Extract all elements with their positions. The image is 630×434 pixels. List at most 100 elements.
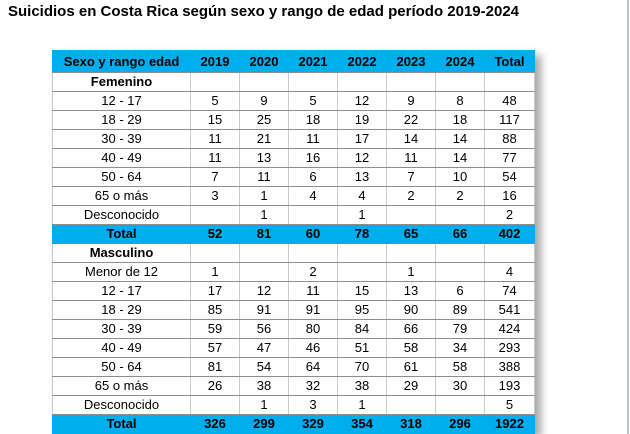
- data-row: 12 - 17 5 9 5 12 9 8 48: [52, 91, 535, 111]
- value-cell: 2: [484, 205, 535, 225]
- value-cell: 329: [288, 414, 338, 434]
- column-header-total: Total: [484, 50, 535, 73]
- value-cell: 13: [337, 167, 387, 187]
- data-row: 12 - 17 17 12 11 15 13 6 74: [52, 281, 535, 301]
- value-cell: 296: [435, 414, 485, 434]
- value-cell: [190, 72, 240, 92]
- value-cell: 12: [337, 148, 387, 168]
- value-cell: [435, 205, 485, 225]
- value-cell: 59: [190, 319, 240, 339]
- group-row: Masculino: [52, 243, 535, 263]
- value-cell: 2: [435, 186, 485, 206]
- value-cell: 91: [239, 300, 289, 320]
- value-cell: 14: [386, 129, 436, 149]
- value-cell: 1: [386, 262, 436, 282]
- data-row: 50 - 64 7 11 6 13 7 10 54: [52, 167, 535, 187]
- value-cell: 38: [239, 376, 289, 396]
- value-cell: [337, 243, 387, 263]
- total-row: Total 326 299 329 354 318 296 1922: [52, 414, 535, 434]
- value-cell: [484, 72, 535, 92]
- row-label: 30 - 39: [52, 319, 191, 339]
- value-cell: 81: [239, 224, 289, 244]
- row-label: Desconocido: [52, 395, 191, 415]
- value-cell: 58: [386, 338, 436, 358]
- row-label: Total: [52, 224, 191, 244]
- value-cell: 61: [386, 357, 436, 377]
- value-cell: 402: [484, 224, 535, 244]
- data-row: Desconocido 1 3 1 5: [52, 395, 535, 415]
- data-row: 18 - 29 15 25 18 19 22 18 117: [52, 110, 535, 130]
- row-label: 40 - 49: [52, 148, 191, 168]
- value-cell: [288, 205, 338, 225]
- value-cell: 79: [435, 319, 485, 339]
- value-cell: [386, 205, 436, 225]
- value-cell: 11: [190, 129, 240, 149]
- value-cell: 51: [337, 338, 387, 358]
- value-cell: 34: [435, 338, 485, 358]
- value-cell: 70: [337, 357, 387, 377]
- group-row: Femenino: [52, 72, 535, 92]
- value-cell: 11: [288, 129, 338, 149]
- value-cell: 66: [435, 224, 485, 244]
- value-cell: 38: [337, 376, 387, 396]
- value-cell: 89: [435, 300, 485, 320]
- value-cell: 47: [239, 338, 289, 358]
- value-cell: 21: [239, 129, 289, 149]
- column-header-2022: 2022: [337, 50, 387, 73]
- column-header-2019: 2019: [190, 50, 240, 73]
- value-cell: [435, 72, 485, 92]
- value-cell: [435, 243, 485, 263]
- value-cell: 299: [239, 414, 289, 434]
- value-cell: 11: [239, 167, 289, 187]
- value-cell: 1: [337, 205, 387, 225]
- value-cell: 1: [239, 186, 289, 206]
- value-cell: 81: [190, 357, 240, 377]
- value-cell: 64: [288, 357, 338, 377]
- column-header-2024: 2024: [435, 50, 485, 73]
- value-cell: 1922: [484, 414, 535, 434]
- value-cell: 46: [288, 338, 338, 358]
- value-cell: 4: [288, 186, 338, 206]
- value-cell: 18: [435, 110, 485, 130]
- value-cell: 10: [435, 167, 485, 187]
- row-label: Desconocido: [52, 205, 191, 225]
- value-cell: [386, 395, 436, 415]
- value-cell: 30: [435, 376, 485, 396]
- column-header-2023: 2023: [386, 50, 436, 73]
- value-cell: 80: [288, 319, 338, 339]
- row-label: 50 - 64: [52, 357, 191, 377]
- value-cell: [288, 72, 338, 92]
- value-cell: 29: [386, 376, 436, 396]
- value-cell: 95: [337, 300, 387, 320]
- value-cell: 3: [288, 395, 338, 415]
- value-cell: 6: [288, 167, 338, 187]
- value-cell: 6: [435, 281, 485, 301]
- data-row: 40 - 49 57 47 46 51 58 34 293: [52, 338, 535, 358]
- value-cell: 15: [190, 110, 240, 130]
- value-cell: 16: [288, 148, 338, 168]
- stats-table-container: Sexo y rango edad 2019 2020 2021 2022 2023 202…: [52, 50, 535, 434]
- value-cell: 326: [190, 414, 240, 434]
- value-cell: 14: [435, 129, 485, 149]
- value-cell: 2: [386, 186, 436, 206]
- data-row: 50 - 64 81 54 64 70 61 58 388: [52, 357, 535, 377]
- row-label: 18 - 29: [52, 300, 191, 320]
- data-row: 30 - 39 11 21 11 17 14 14 88: [52, 129, 535, 149]
- row-label: 65 o más: [52, 376, 191, 396]
- data-row: 18 - 29 85 91 91 95 90 89 541: [52, 300, 535, 320]
- row-label: Femenino: [52, 72, 191, 92]
- value-cell: 4: [337, 186, 387, 206]
- value-cell: [386, 243, 436, 263]
- value-cell: 17: [337, 129, 387, 149]
- value-cell: 13: [239, 148, 289, 168]
- value-cell: [337, 262, 387, 282]
- value-cell: 85: [190, 300, 240, 320]
- value-cell: 32: [288, 376, 338, 396]
- value-cell: [337, 72, 387, 92]
- header-row: Sexo y rango edad 2019 2020 2021 2022 2023 202…: [52, 50, 535, 73]
- stats-table: Sexo y rango edad 2019 2020 2021 2022 2023 202…: [52, 50, 535, 434]
- value-cell: [190, 205, 240, 225]
- page-right-edge-line: [627, 0, 629, 434]
- value-cell: 16: [484, 186, 535, 206]
- value-cell: [435, 262, 485, 282]
